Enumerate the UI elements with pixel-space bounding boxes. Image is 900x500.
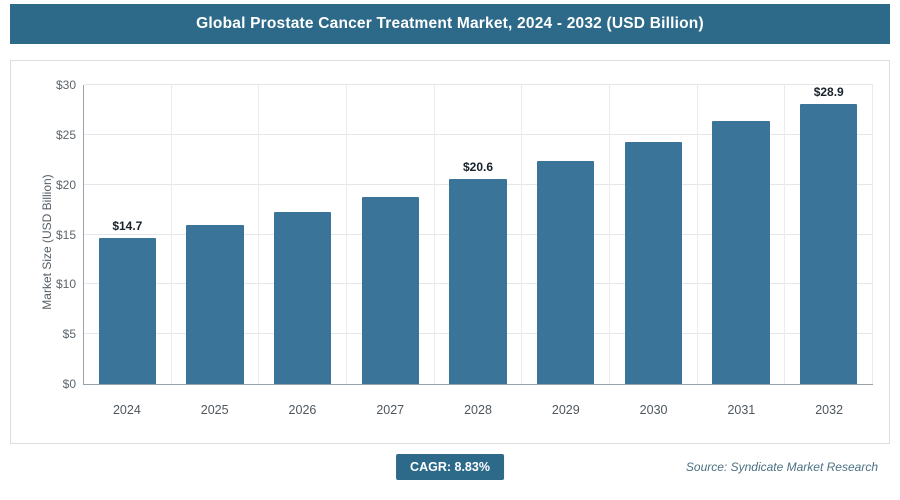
bar-cell-2032: $28.9 bbox=[785, 85, 874, 384]
bar-2029 bbox=[537, 160, 595, 384]
x-tick-label-2027: 2027 bbox=[376, 403, 405, 417]
y-tick-label: $0 bbox=[62, 377, 76, 391]
y-tick-label: $15 bbox=[55, 227, 76, 242]
bar-cell-2030 bbox=[610, 85, 698, 384]
bar-cell-2029 bbox=[522, 85, 611, 384]
bar-2027 bbox=[361, 196, 419, 384]
chart-area: Market Size (USD Billion) $0 $5 $10 $15 $20 $… bbox=[10, 60, 890, 444]
x-tick-label-2025: 2025 bbox=[200, 403, 229, 417]
source-attribution: Source: Syndicate Market Research bbox=[685, 460, 878, 474]
bar-2031 bbox=[712, 120, 770, 384]
x-tick-label-2030: 2030 bbox=[639, 403, 668, 417]
bar-value-label-2024: $14.7 bbox=[112, 218, 143, 233]
x-axis-labels: 2024 2025 2026 2027 2028 2029 2030 2031 2032 bbox=[83, 397, 873, 419]
x-tick-label-2026: 2026 bbox=[288, 403, 317, 417]
y-tick-label: $30 bbox=[55, 78, 76, 92]
y-axis-label: Market Size (USD Billion) bbox=[40, 174, 54, 310]
x-tick-label-2031: 2031 bbox=[727, 403, 756, 417]
bar-2024 bbox=[98, 237, 156, 384]
y-tick-label: $5 bbox=[62, 327, 76, 342]
bar-column-2027 bbox=[347, 85, 434, 384]
bar-value-label-2028: $20.6 bbox=[463, 159, 494, 174]
bar-column-2028: $20.6 bbox=[435, 85, 522, 384]
bar-column-2024: $14.7 bbox=[84, 85, 171, 384]
plot-area: $0 $5 $10 $15 $20 $25 $30 $14.7 $20.6 $28.9 bbox=[56, 78, 874, 391]
y-tick-label: $25 bbox=[55, 127, 76, 142]
bar-column-2025 bbox=[172, 85, 259, 384]
bar-cell-2024: $14.7 bbox=[84, 85, 172, 384]
y-tick-label: $10 bbox=[55, 277, 76, 292]
bar-cell-2025 bbox=[172, 85, 260, 384]
bar-2025 bbox=[186, 224, 244, 384]
gridline-30 bbox=[84, 84, 873, 85]
bar-2026 bbox=[274, 211, 332, 384]
x-tick-label-2029: 2029 bbox=[551, 403, 580, 417]
bar-cell-2027 bbox=[347, 85, 435, 384]
x-tick-label-2024: 2024 bbox=[112, 403, 141, 417]
bar-2030 bbox=[624, 141, 682, 384]
gridline-25 bbox=[84, 133, 873, 135]
chart-title: Global Prostate Cancer Treatment Market,… bbox=[196, 15, 704, 32]
bar-value-label-2032: $28.9 bbox=[813, 85, 844, 99]
bar-cell-2026 bbox=[259, 85, 348, 384]
bar-cell-2028: $20.6 bbox=[435, 85, 523, 384]
bar-column-2030 bbox=[610, 85, 697, 384]
x-tick-label-2032: 2032 bbox=[815, 403, 844, 417]
bar-column-2032: $28.9 bbox=[785, 85, 872, 384]
bar-2032 bbox=[800, 104, 858, 384]
bar-column-2031 bbox=[698, 85, 785, 384]
bar-cell-2031 bbox=[698, 85, 786, 384]
bars-container: $14.7 $20.6 $28.9 bbox=[84, 85, 874, 384]
bar-column-2029 bbox=[522, 85, 609, 384]
bar-column-2026 bbox=[259, 85, 346, 384]
chart-title-bar: Global Prostate Cancer Treatment Market,… bbox=[10, 4, 890, 44]
bar-2028 bbox=[449, 178, 507, 384]
y-tick-label: $20 bbox=[55, 177, 76, 192]
y-axis-label-wrap: Market Size (USD Billion) bbox=[29, 174, 54, 321]
x-tick-label-2028: 2028 bbox=[464, 403, 492, 417]
cagr-badge: CAGR: 8.83% bbox=[396, 454, 504, 480]
